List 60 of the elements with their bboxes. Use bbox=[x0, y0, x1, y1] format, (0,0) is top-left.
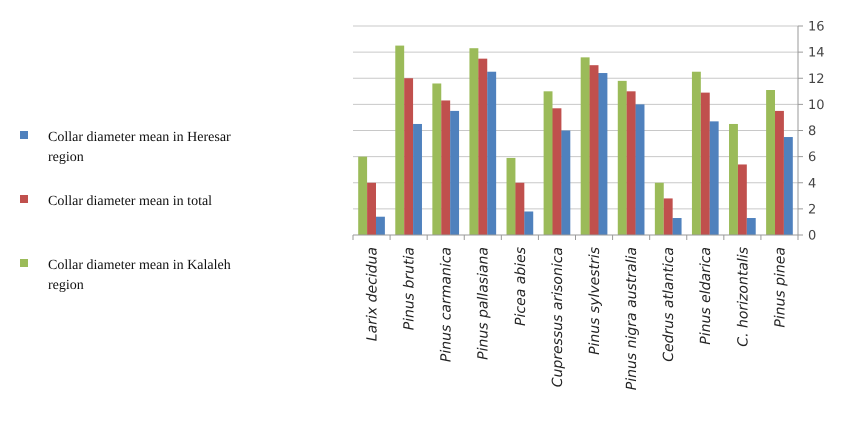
bar bbox=[692, 72, 701, 235]
bar bbox=[515, 182, 524, 235]
legend-label: Collar diameter mean in Heresar region bbox=[48, 130, 232, 165]
bar bbox=[672, 218, 682, 235]
bar bbox=[404, 78, 414, 235]
x-tick-label: Cupressus arisonica bbox=[550, 247, 566, 388]
y-tick-label: 10 bbox=[808, 98, 825, 113]
y-tick-label: 16 bbox=[808, 20, 825, 35]
bar bbox=[766, 90, 776, 235]
bar bbox=[590, 65, 598, 235]
bar bbox=[450, 110, 460, 235]
y-tick-label: 6 bbox=[808, 150, 816, 166]
bar bbox=[654, 182, 664, 235]
x-tick-label: Cedrus atlantica bbox=[661, 247, 678, 362]
bar bbox=[441, 100, 450, 235]
bar bbox=[478, 58, 488, 235]
bar bbox=[784, 137, 793, 235]
y-tick-label: 2 bbox=[808, 202, 816, 218]
x-tick-label: Pinus eldarica bbox=[698, 247, 714, 345]
bar bbox=[710, 121, 719, 235]
bar bbox=[700, 92, 710, 235]
bar bbox=[506, 158, 516, 235]
x-tick-label: Pinus carmanica bbox=[438, 247, 455, 362]
bar bbox=[580, 57, 590, 235]
bar bbox=[469, 48, 478, 235]
x-tick-label: C. horizontalis bbox=[735, 247, 752, 347]
bar bbox=[432, 83, 442, 235]
bar bbox=[746, 218, 756, 235]
x-tick-label: Pinus pinea bbox=[772, 247, 788, 328]
bar bbox=[775, 110, 784, 235]
x-tick-label: Picea abies bbox=[512, 247, 529, 326]
x-tick-label: Larix decidua bbox=[364, 247, 380, 342]
bar bbox=[626, 91, 636, 235]
y-tick-label: 4 bbox=[808, 176, 816, 192]
bar bbox=[544, 91, 553, 235]
bar bbox=[395, 46, 404, 235]
bar bbox=[561, 130, 570, 235]
bar bbox=[738, 164, 747, 235]
legend-label: Collar diameter mean in Kalaleh region bbox=[48, 258, 231, 293]
y-tick-label: 14 bbox=[808, 46, 825, 61]
bar bbox=[636, 104, 644, 235]
bar bbox=[552, 108, 562, 235]
legend-label: Collar diameter mean in total bbox=[48, 194, 212, 209]
bar bbox=[367, 182, 376, 235]
x-tick-label: Pinus nigra australia bbox=[624, 247, 640, 390]
y-tick-label: 0 bbox=[808, 228, 816, 244]
x-tick-label: Pinus pallasiana bbox=[476, 247, 492, 360]
bar bbox=[598, 73, 608, 235]
bar bbox=[729, 124, 738, 235]
bar bbox=[524, 211, 534, 235]
x-tick-label: Pinus brutia bbox=[402, 247, 418, 330]
bar bbox=[664, 198, 673, 235]
bar bbox=[376, 216, 385, 235]
bar bbox=[487, 72, 496, 235]
y-tick-label: 8 bbox=[808, 124, 816, 140]
bar bbox=[413, 124, 422, 235]
bar bbox=[618, 80, 627, 235]
y-tick-label: 12 bbox=[808, 72, 825, 87]
x-tick-label: Pinus sylvestris bbox=[586, 247, 603, 355]
bar bbox=[358, 156, 368, 235]
